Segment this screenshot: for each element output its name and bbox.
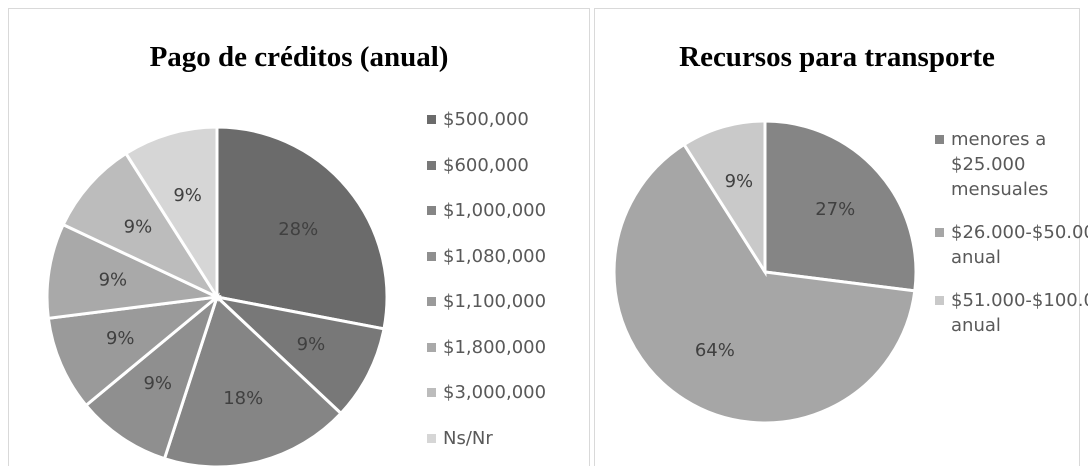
chart-title: Recursos para transporte <box>679 41 995 73</box>
chart: Pago de créditos (anual) 28% 9% 18% 9% 9% 9% 9%… <box>45 41 449 466</box>
legend-label: $1,080,000 <box>443 245 547 267</box>
legend-item: menores a $25.000 mensuales <box>935 127 1075 202</box>
legend-item: $1,800,000 <box>427 335 587 381</box>
pie-slice <box>162 294 344 466</box>
slice-label: 9% <box>99 270 128 291</box>
legend-item: Ns/Nr <box>427 426 587 466</box>
legend-item: $600,000 <box>427 153 587 199</box>
legend-swatch <box>427 388 436 397</box>
legend-label: $3,000,000 <box>443 382 547 403</box>
legend-item: $1,000,000 <box>427 198 587 244</box>
legend-item: $26.000-$50.000 anual <box>935 220 1088 270</box>
pie-slice <box>212 294 386 416</box>
legend-swatch <box>935 296 944 305</box>
pie-slice <box>763 119 918 293</box>
pie-slice <box>682 119 767 278</box>
pie-slice <box>83 292 221 461</box>
legend-swatch <box>427 342 436 352</box>
chart-panel: Pago de créditos (anual) 28% 9% 18% 9% 9% 9% 9%… <box>8 8 590 466</box>
legend-swatch <box>427 251 436 261</box>
pie-slice <box>215 125 389 331</box>
legend-item: $1,100,000 <box>427 289 587 335</box>
legend-label: $500,000 <box>443 109 529 130</box>
chart-panel: Recursos para transporte 27% 64% 9% menores … <box>594 8 1088 466</box>
legend-item: $1,080,000 <box>427 244 587 290</box>
legend: menores a $25.000 mensuales $26.000-$50.0… <box>935 127 1088 356</box>
chart: Recursos para transporte 27% 64% 9% <box>612 41 995 425</box>
pie-slice <box>46 294 222 408</box>
legend-item: $51.000-$100.000 anual <box>935 288 1088 338</box>
slice-label: 27% <box>815 199 855 220</box>
legend-label: $1,000,000 <box>443 200 547 221</box>
legend-item: $500,000 <box>427 107 587 153</box>
slice-label: 9% <box>173 185 202 206</box>
legend-swatch <box>427 297 436 306</box>
pie-slice <box>123 125 219 303</box>
legend-swatch <box>427 433 436 443</box>
slice-label: 9% <box>725 171 754 192</box>
slice-label: 9% <box>143 373 172 394</box>
legend-swatch <box>427 115 436 124</box>
pie-slice <box>612 142 917 425</box>
legend-label: $51.000-$100.000 anual <box>951 290 1088 336</box>
legend-swatch <box>427 206 436 215</box>
legend-swatch <box>935 135 944 144</box>
legend-label: $1,800,000 <box>443 336 547 358</box>
legend-label: $600,000 <box>443 154 529 176</box>
legend: $500,000 $600,000 $1,000,000 $1,080,000 $1,1… <box>427 107 587 466</box>
slice-label: 28% <box>278 219 318 240</box>
legend-label: $1,100,000 <box>443 291 547 312</box>
slice-label: 18% <box>223 388 263 409</box>
chart-title: Pago de créditos (anual) <box>150 41 449 73</box>
legend-label: $26.000-$50.000 anual <box>951 222 1088 268</box>
legend-swatch <box>427 160 436 170</box>
legend-label: menores a $25.000 mensuales <box>951 129 1049 200</box>
slice-label: 9% <box>124 216 153 237</box>
slice-label: 9% <box>297 334 326 355</box>
slice-label: 64% <box>695 340 735 361</box>
legend-swatch <box>935 228 944 237</box>
pie-slice <box>61 151 222 301</box>
slice-label: 9% <box>106 328 135 349</box>
legend-item: $3,000,000 <box>427 380 587 426</box>
legend-label: Ns/Nr <box>443 427 493 449</box>
pie-slice <box>45 222 223 320</box>
